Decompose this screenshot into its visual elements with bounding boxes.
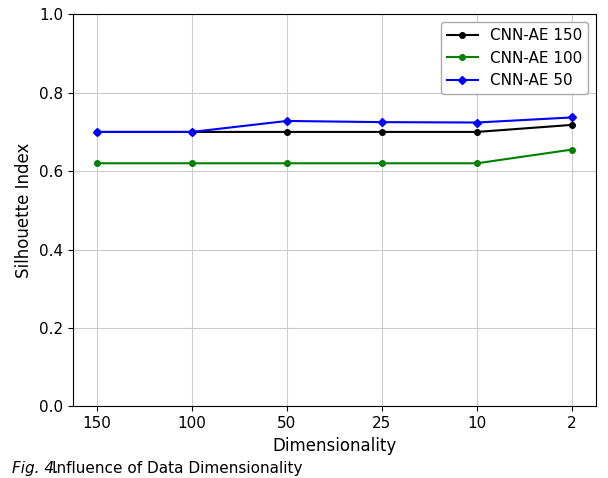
Text: Influence of Data Dimensionality: Influence of Data Dimensionality	[52, 461, 302, 476]
Y-axis label: Silhouette Index: Silhouette Index	[15, 142, 33, 278]
CNN-AE 50	[93, 129, 100, 135]
X-axis label: Dimensionality: Dimensionality	[272, 436, 396, 455]
CNN-AE 100	[378, 161, 385, 166]
CNN-AE 100	[93, 161, 100, 166]
CNN-AE 100	[474, 161, 481, 166]
CNN-AE 150	[188, 129, 195, 135]
Line: CNN-AE 50: CNN-AE 50	[94, 115, 575, 135]
CNN-AE 50	[474, 120, 481, 125]
Line: CNN-AE 150: CNN-AE 150	[94, 122, 575, 135]
Text: Fig. 4.: Fig. 4.	[12, 461, 59, 476]
CNN-AE 50	[283, 118, 291, 124]
CNN-AE 150	[93, 129, 100, 135]
Legend: CNN-AE 150, CNN-AE 100, CNN-AE 50: CNN-AE 150, CNN-AE 100, CNN-AE 50	[441, 22, 588, 95]
CNN-AE 50	[568, 115, 576, 120]
CNN-AE 150	[568, 122, 576, 128]
CNN-AE 100	[568, 147, 576, 152]
CNN-AE 150	[378, 129, 385, 135]
CNN-AE 150	[283, 129, 291, 135]
CNN-AE 50	[378, 120, 385, 125]
Line: CNN-AE 100: CNN-AE 100	[94, 147, 575, 166]
CNN-AE 100	[188, 161, 195, 166]
CNN-AE 150	[474, 129, 481, 135]
CNN-AE 100	[283, 161, 291, 166]
CNN-AE 50	[188, 129, 195, 135]
